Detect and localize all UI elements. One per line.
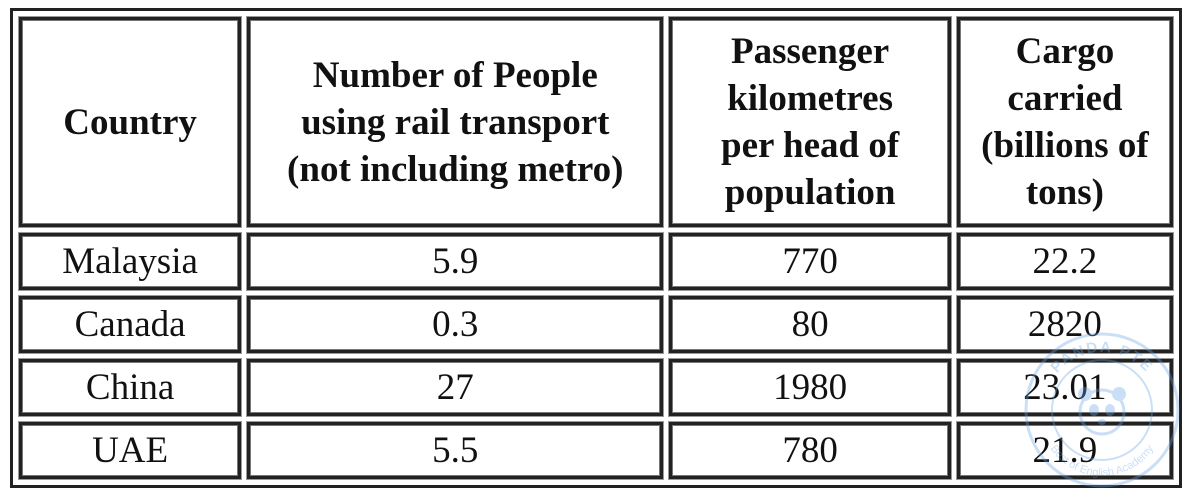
data-table: Country Number of People using rail tran…: [10, 8, 1182, 488]
table-row: UAE 5.5 780 21.9: [19, 422, 1173, 479]
cell-cargo: 22.2: [956, 233, 1173, 290]
cell-country: China: [19, 359, 242, 416]
header-cargo-line-3: (billions of: [981, 125, 1149, 166]
cell-cargo: 2820: [956, 296, 1173, 353]
cell-passenger-km: 780: [669, 422, 951, 479]
cell-people: 5.5: [247, 422, 664, 479]
header-passenger-km-line-4: population: [724, 172, 896, 213]
cell-country: UAE: [19, 422, 242, 479]
header-people-line-2: using rail transport: [301, 101, 610, 143]
cell-people: 27: [247, 359, 664, 416]
header-people-line-1: Number of People: [312, 54, 598, 96]
cell-cargo: 23.01: [956, 359, 1173, 416]
header-cargo-line-4: tons): [1025, 172, 1104, 213]
header-passenger-km-line-1: Passenger: [730, 31, 890, 72]
cell-people: 0.3: [247, 296, 664, 353]
header-people-line-3: (not including metro): [287, 148, 624, 190]
header-cargo: Cargo carried (billions of tons): [956, 17, 1173, 227]
header-people: Number of People using rail transport (n…: [247, 17, 664, 227]
table-row: Canada 0.3 80 2820: [19, 296, 1173, 353]
table-row: China 27 1980 23.01: [19, 359, 1173, 416]
header-country: Country: [19, 17, 242, 227]
header-row: Country Number of People using rail tran…: [19, 17, 1173, 227]
header-country-line-1: Country: [63, 101, 197, 143]
header-passenger-km-line-2: kilometres: [727, 78, 893, 119]
cell-country: Canada: [19, 296, 242, 353]
cell-country: Malaysia: [19, 233, 242, 290]
table-container: Country Number of People using rail tran…: [10, 8, 1182, 488]
cell-cargo: 21.9: [956, 422, 1173, 479]
header-cargo-line-1: Cargo: [1015, 31, 1115, 72]
header-cargo-line-2: carried: [1007, 78, 1123, 119]
cell-people: 5.9: [247, 233, 664, 290]
cell-passenger-km: 770: [669, 233, 951, 290]
header-passenger-km-line-3: per head of: [721, 125, 900, 166]
cell-passenger-km: 1980: [669, 359, 951, 416]
cell-passenger-km: 80: [669, 296, 951, 353]
header-passenger-km: Passenger kilometres per head of populat…: [669, 17, 951, 227]
table-row: Malaysia 5.9 770 22.2: [19, 233, 1173, 290]
